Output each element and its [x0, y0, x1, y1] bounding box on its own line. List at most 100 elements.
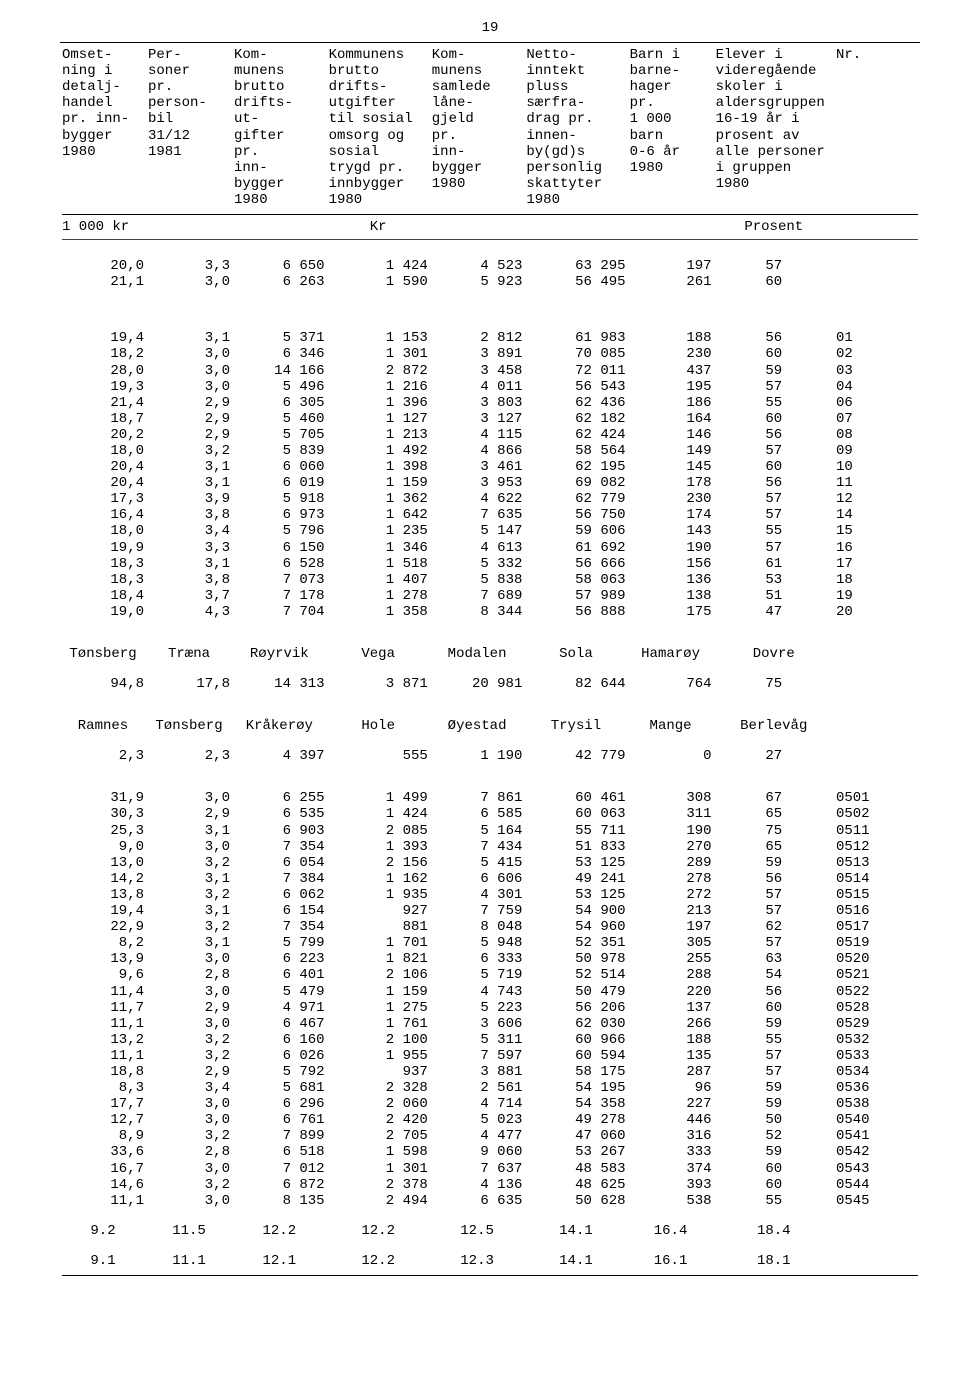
cell: 19,4 — [60, 903, 146, 919]
col-header-2: Kom- munens brutto drifts- ut- gifter pr… — [232, 47, 327, 208]
cell: 60 — [714, 411, 834, 427]
table-row: 12,73,06 7612 4205 02349 278446500540 — [60, 1112, 920, 1128]
cell: 56 666 — [524, 556, 627, 572]
cell: 2 328 — [327, 1080, 430, 1096]
cell: 270 — [628, 839, 714, 855]
cell: 20,0 — [60, 258, 146, 274]
cell: 2 156 — [327, 855, 430, 871]
cell: 6 467 — [232, 1016, 327, 1032]
col-header-5: Netto- inntekt pluss særfra- drag pr. in… — [524, 47, 627, 208]
cell: 5 796 — [232, 523, 327, 539]
spacer — [60, 244, 920, 258]
cell: 57 — [714, 507, 834, 523]
cell: 3,3 — [146, 540, 232, 556]
cell: 2 561 — [430, 1080, 525, 1096]
cell: 12,7 — [60, 1112, 146, 1128]
cell: 6 761 — [232, 1112, 327, 1128]
cell: 5 838 — [430, 572, 525, 588]
table-row: 18,33,16 5281 5185 33256 6661566117 — [60, 556, 920, 572]
cell: 8,9 — [60, 1128, 146, 1144]
cell: 9,6 — [60, 967, 146, 983]
cell: 19 — [834, 588, 920, 604]
cell: 1 518 — [327, 556, 430, 572]
cell: 2,9 — [146, 806, 232, 822]
cell: 393 — [628, 1177, 714, 1193]
cell: 3 803 — [430, 395, 525, 411]
cell: 4 971 — [232, 1000, 327, 1016]
cell: 06 — [834, 395, 920, 411]
cell: 25,3 — [60, 823, 146, 839]
cell: 2,9 — [146, 411, 232, 427]
table-row: 31,93,06 2551 4997 86160 461308670501 — [60, 790, 920, 806]
cell: Hole — [327, 718, 430, 734]
cell: 17,8 — [146, 676, 232, 692]
cell: 60 — [714, 1000, 834, 1016]
cell: 61 — [714, 556, 834, 572]
cell: 146 — [628, 427, 714, 443]
cell: 5 371 — [232, 330, 327, 346]
cell: 0529 — [834, 1016, 920, 1032]
cell: 59 606 — [524, 523, 627, 539]
cell: 5 164 — [430, 823, 525, 839]
spacer — [60, 316, 920, 330]
cell: 6 160 — [232, 1032, 327, 1048]
cell: 50 479 — [524, 984, 627, 1000]
cell: 5 496 — [232, 379, 327, 395]
cell: 178 — [628, 475, 714, 491]
cell: 96 — [628, 1080, 714, 1096]
cell: 53 125 — [524, 887, 627, 903]
table-row: 11,13,06 4671 7613 60662 030266590529 — [60, 1016, 920, 1032]
cell: 8,3 — [60, 1080, 146, 1096]
cell: 47 060 — [524, 1128, 627, 1144]
cell: 60 966 — [524, 1032, 627, 1048]
table-row: 19,43,15 3711 1532 81261 9831885601 — [60, 330, 920, 346]
cell: 3,0 — [146, 346, 232, 362]
cell: 261 — [628, 274, 714, 290]
cell: 5 719 — [430, 967, 525, 983]
cell: 54 — [714, 967, 834, 983]
cell: 11,1 — [60, 1016, 146, 1032]
cell: 1 159 — [327, 475, 430, 491]
cell: 19,3 — [60, 379, 146, 395]
rule — [60, 208, 920, 219]
cell: 937 — [327, 1064, 430, 1080]
cell: 3,3 — [146, 258, 232, 274]
cell: 31,9 — [60, 790, 146, 806]
rule — [60, 1269, 920, 1280]
table-row: 13,03,26 0542 1565 41553 125289590513 — [60, 855, 920, 871]
cell: 3,8 — [146, 507, 232, 523]
cell: 20,4 — [60, 475, 146, 491]
cell: 437 — [628, 363, 714, 379]
table-row: 20,43,16 0191 1593 95369 0821785611 — [60, 475, 920, 491]
cell: 2,9 — [146, 1000, 232, 1016]
cell: 230 — [628, 346, 714, 362]
cell: 3,0 — [146, 839, 232, 855]
cell: 18,0 — [60, 443, 146, 459]
cell: 12.5 — [430, 1223, 525, 1239]
table-row: 18,03,25 8391 4924 86658 5641495709 — [60, 443, 920, 459]
col-header-8: Nr. — [834, 47, 920, 208]
table-row: 8,93,27 8992 7054 47747 060316520541 — [60, 1128, 920, 1144]
cell: 138 — [628, 588, 714, 604]
cell: 11,4 — [60, 984, 146, 1000]
cell: 56 888 — [524, 604, 627, 620]
cell: 6 650 — [232, 258, 327, 274]
cell: Vega — [327, 646, 430, 662]
table-row: 19,33,05 4961 2164 01156 5431955704 — [60, 379, 920, 395]
cell: 7 354 — [232, 839, 327, 855]
cell: 195 — [628, 379, 714, 395]
cell: 6 585 — [430, 806, 525, 822]
cell: 17 — [834, 556, 920, 572]
cell: 3,1 — [146, 871, 232, 887]
cell: 1 393 — [327, 839, 430, 855]
cell: 57 — [714, 540, 834, 556]
table-row: 18,33,87 0731 4075 83858 0631365318 — [60, 572, 920, 588]
cell: 1 000 kr — [60, 219, 146, 235]
cell: 60 461 — [524, 790, 627, 806]
cell: 08 — [834, 427, 920, 443]
cell: 18,4 — [60, 588, 146, 604]
cell: 308 — [628, 790, 714, 806]
cell: 5 839 — [232, 443, 327, 459]
cell — [834, 646, 920, 662]
cell: 55 711 — [524, 823, 627, 839]
